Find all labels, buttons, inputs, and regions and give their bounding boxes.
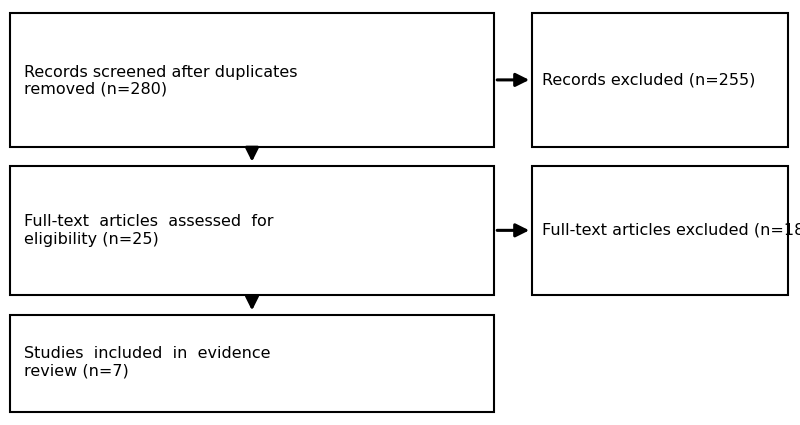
Text: Studies  included  in  evidence
review (n=7): Studies included in evidence review (n=7… xyxy=(24,346,270,378)
FancyBboxPatch shape xyxy=(532,13,788,147)
Text: Records excluded (n=255): Records excluded (n=255) xyxy=(542,72,756,88)
FancyBboxPatch shape xyxy=(10,314,494,412)
FancyBboxPatch shape xyxy=(532,166,788,295)
FancyBboxPatch shape xyxy=(10,166,494,295)
Text: Full-text  articles  assessed  for
eligibility (n=25): Full-text articles assessed for eligibil… xyxy=(24,214,274,246)
Text: Full-text articles excluded (n=18): Full-text articles excluded (n=18) xyxy=(542,223,800,238)
Text: Records screened after duplicates
removed (n=280): Records screened after duplicates remove… xyxy=(24,65,298,97)
FancyBboxPatch shape xyxy=(10,13,494,147)
